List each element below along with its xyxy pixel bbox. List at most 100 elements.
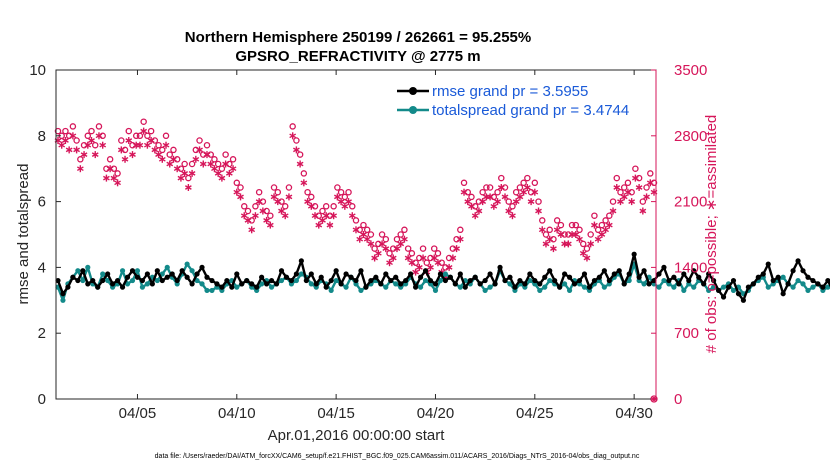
rmse-point	[542, 274, 548, 280]
obs-assimilated-stroke	[95, 133, 103, 139]
obs-assimilated-stroke	[512, 199, 520, 204]
obs-possible-marker	[542, 231, 550, 238]
obs-assimilated-stroke	[58, 142, 66, 148]
rmse-point	[114, 277, 121, 284]
obs-assimilated-marker	[270, 193, 278, 201]
obs-assimilated-marker	[337, 198, 345, 206]
rmse-point	[770, 277, 776, 284]
rmse-point	[378, 281, 384, 287]
rmse-point	[60, 291, 66, 297]
spread-point	[566, 287, 573, 294]
obs-possible-marker	[408, 250, 416, 257]
obs-possible-marker	[363, 226, 371, 234]
obs-assimilated-marker	[497, 184, 505, 191]
rmse-point	[154, 268, 160, 274]
rmse-point	[144, 271, 150, 277]
obs-assimilated-stroke	[125, 138, 133, 143]
obs-assimilated-stroke	[80, 152, 88, 157]
obs-assimilated-stroke	[233, 189, 241, 195]
spread-point	[795, 277, 801, 284]
obs-assimilated-stroke	[453, 246, 460, 251]
rmse-point	[586, 284, 593, 290]
obs-assimilated-stroke	[501, 194, 509, 200]
rmse-point	[636, 274, 642, 280]
rmse-point	[800, 268, 806, 274]
x-tick-label: 04/20	[417, 405, 455, 422]
rmse-point	[393, 274, 399, 280]
spread-point	[711, 284, 717, 290]
obs-assimilated-marker	[576, 235, 583, 243]
obs-assimilated-stroke	[628, 199, 636, 204]
obs-possible-marker	[106, 156, 114, 163]
spread-point	[537, 287, 543, 294]
obs-possible-marker	[252, 203, 259, 210]
obs-assimilated-stroke	[177, 175, 185, 181]
obs-assimilated-marker	[360, 231, 367, 238]
rmse-point	[805, 274, 811, 280]
obs-assimilated-marker	[281, 212, 289, 220]
obs-possible-marker	[222, 151, 229, 158]
x-tick-label: 04/05	[119, 405, 157, 422]
rmse-point	[55, 277, 61, 284]
obs-possible-marker	[524, 174, 531, 182]
obs-assimilated-marker	[110, 174, 118, 182]
rmse-point	[666, 277, 672, 284]
obs-assimilated-stroke	[445, 265, 453, 270]
rmse-point	[651, 277, 657, 284]
obs-assimilated-marker	[184, 184, 192, 191]
obs-assimilated-marker	[408, 259, 416, 267]
obs-assimilated-marker	[598, 231, 606, 238]
obs-possible-marker	[505, 198, 512, 205]
obs-possible-marker	[579, 240, 587, 248]
obs-assimilated-stroke	[84, 142, 92, 148]
rmse-point	[368, 277, 374, 284]
obs-assimilated-marker	[374, 249, 382, 257]
obs-assimilated-marker	[188, 169, 196, 177]
obs-possible-marker	[233, 179, 241, 187]
obs-assimilated-marker	[605, 221, 613, 229]
rmse-point	[383, 271, 389, 277]
rmse-point	[775, 274, 781, 280]
rmse-point	[576, 277, 583, 284]
obs-possible-marker	[397, 231, 404, 238]
rmse-point	[427, 277, 434, 284]
obs-assimilated-stroke	[523, 185, 531, 190]
obs-assimilated-marker	[453, 245, 460, 253]
spread-point	[333, 277, 339, 284]
obs-assimilated-marker	[229, 165, 237, 173]
rmse-point	[616, 268, 622, 274]
obs-assimilated-marker	[587, 240, 595, 248]
rmse-point	[591, 277, 598, 284]
obs-assimilated-stroke	[117, 147, 125, 153]
rmse-point	[408, 271, 414, 277]
obs-assimilated-stroke	[427, 265, 434, 270]
rmse-point	[209, 277, 215, 284]
spread-point	[144, 281, 150, 287]
obs-assimilated-marker	[367, 240, 375, 248]
obs-assimilated-stroke	[468, 203, 475, 209]
obs-possible-marker	[211, 156, 218, 163]
obs-assimilated-marker	[475, 207, 483, 215]
obs-assimilated-stroke	[136, 142, 144, 148]
spread-point	[199, 281, 205, 287]
obs-assimilated-stroke	[170, 156, 177, 162]
obs-assimilated-stroke	[516, 194, 524, 200]
obs-assimilated-marker	[397, 240, 405, 248]
obs-possible-marker	[345, 188, 352, 196]
obs-possible-marker	[594, 226, 602, 234]
rmse-point	[348, 274, 354, 280]
obs-assimilated-stroke	[162, 142, 170, 148]
obs-assimilated-stroke	[378, 241, 386, 247]
obs-assimilated-marker	[248, 226, 256, 234]
obs-assimilated-stroke	[211, 166, 218, 172]
rmse-point	[735, 291, 742, 297]
rmse-point	[656, 271, 662, 277]
rmse-point	[621, 281, 627, 287]
obs-assimilated-stroke	[602, 227, 609, 233]
obs-assimilated-stroke	[643, 194, 650, 200]
obs-possible-marker	[244, 207, 252, 215]
rmse-point	[442, 277, 449, 284]
obs-assimilated-marker	[76, 165, 84, 173]
obs-possible-marker	[118, 137, 125, 144]
obs-possible-marker	[382, 235, 390, 243]
